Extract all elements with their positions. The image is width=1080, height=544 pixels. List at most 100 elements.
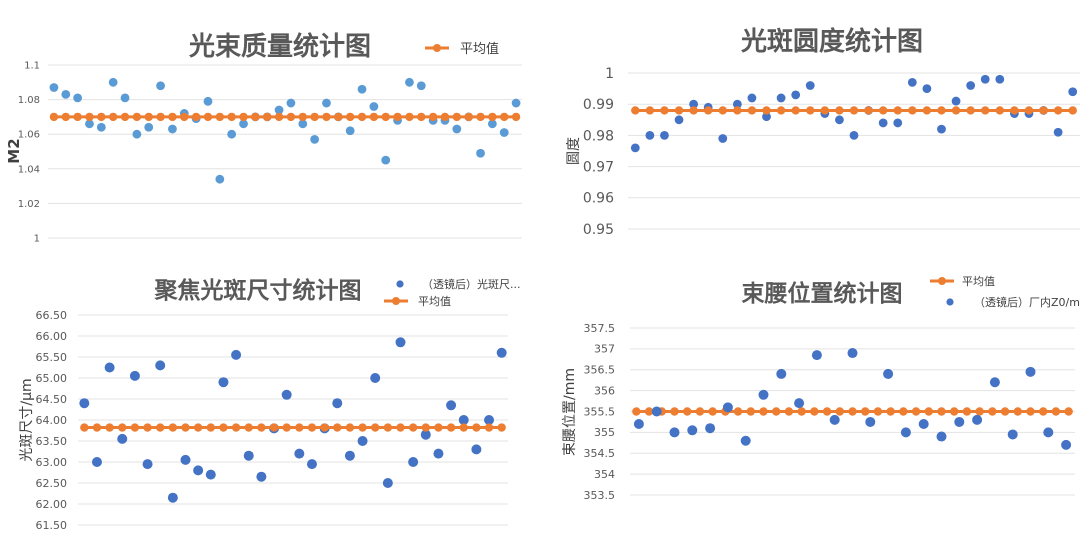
average-marker: [861, 407, 870, 416]
average-marker: [500, 112, 509, 122]
y-axis-label: 光斑尺寸/μm: [19, 378, 35, 461]
average-marker: [381, 112, 390, 122]
data-point: [496, 347, 507, 358]
data-point: [416, 81, 426, 91]
data-point: [142, 459, 153, 470]
data-point: [951, 96, 961, 106]
y-tick-label: 63.00: [36, 456, 68, 469]
average-marker: [396, 423, 405, 432]
chart-title: 束腰位置统计图: [742, 280, 903, 307]
average-marker: [1039, 407, 1048, 416]
data-point: [718, 134, 728, 143]
average-marker: [49, 112, 59, 122]
average-marker: [143, 423, 152, 432]
data-point: [433, 448, 444, 459]
data-point: [972, 414, 983, 425]
legend-line-marker: [392, 297, 400, 305]
average-marker: [191, 112, 201, 122]
data-point: [180, 454, 191, 465]
average-marker: [132, 112, 142, 122]
data-point: [674, 115, 684, 125]
average-marker: [835, 106, 844, 115]
y-tick-label: 1: [605, 66, 614, 82]
average-marker: [975, 407, 984, 416]
average-marker: [1026, 407, 1035, 416]
average-marker: [383, 423, 393, 432]
data-point: [218, 377, 229, 388]
data-point: [298, 119, 308, 129]
legend-label: 平均值: [460, 41, 499, 57]
average-marker: [459, 423, 468, 432]
average-line-series: [631, 106, 1077, 115]
average-marker: [168, 112, 177, 122]
legend-line-marker: [433, 44, 441, 52]
average-marker: [320, 423, 329, 432]
average-marker: [733, 407, 743, 416]
average-marker: [1039, 106, 1048, 115]
data-point: [370, 373, 381, 383]
data-point: [883, 368, 894, 379]
average-marker: [683, 407, 692, 416]
data-point: [61, 90, 71, 99]
average-marker: [464, 112, 473, 122]
average-marker: [966, 106, 975, 115]
legend-label: （透镜后）厂内Z0/mm: [974, 295, 1080, 309]
data-point: [281, 389, 292, 400]
data-point: [345, 126, 355, 136]
average-marker: [497, 423, 506, 432]
average-marker: [962, 407, 972, 416]
average-marker: [878, 106, 888, 115]
data-point: [203, 96, 213, 106]
data-point: [310, 134, 320, 144]
average-marker: [911, 407, 921, 416]
average-marker: [937, 106, 946, 115]
average-marker: [80, 423, 89, 432]
y-tick-label: 61.50: [36, 519, 68, 532]
data-point: [740, 435, 751, 446]
average-marker: [908, 106, 917, 115]
data-point: [645, 131, 655, 140]
average-marker: [215, 112, 225, 122]
y-tick-label: 353.5: [584, 489, 616, 502]
data-point: [705, 423, 716, 434]
data-point: [446, 400, 457, 411]
average-marker: [251, 112, 260, 122]
data-point: [847, 348, 858, 359]
data-point: [108, 77, 118, 87]
average-line-series: [632, 407, 1073, 416]
average-marker: [105, 423, 114, 432]
beam-waist-position-chart: 束腰位置统计图 束腰位置/mm 353.5 354 354.5 355 355.5 356…: [562, 275, 1080, 502]
average-marker: [1064, 407, 1073, 416]
y-tick-label: 1.04: [18, 164, 40, 175]
average-marker: [864, 106, 873, 115]
data-point: [357, 436, 368, 446]
data-point: [231, 349, 242, 360]
data-point: [395, 337, 406, 348]
average-marker: [476, 112, 485, 122]
y-tick-label: 357: [594, 343, 615, 356]
average-marker: [92, 423, 102, 432]
average-marker: [405, 112, 414, 122]
data-point: [747, 93, 757, 103]
average-marker: [452, 112, 462, 122]
legend: 平均值 （透镜后）厂内Z0/mm: [930, 275, 1080, 309]
y-tick-label: 355: [594, 426, 615, 439]
average-marker: [873, 407, 883, 416]
data-point: [420, 429, 431, 440]
average-marker: [269, 423, 279, 432]
data-point: [1025, 366, 1036, 377]
average-marker: [120, 112, 130, 122]
average-marker: [695, 407, 705, 416]
average-marker: [791, 106, 800, 115]
data-point: [156, 81, 165, 91]
data-point: [322, 98, 331, 108]
y-tick-label: 0.99: [583, 97, 614, 113]
average-marker: [295, 423, 304, 432]
data-point: [452, 124, 462, 134]
data-point: [687, 425, 698, 436]
y-tick-label: 1.06: [18, 130, 40, 141]
average-marker: [835, 407, 844, 416]
average-marker: [820, 106, 830, 115]
data-point: [989, 377, 1000, 388]
average-marker: [776, 106, 786, 115]
